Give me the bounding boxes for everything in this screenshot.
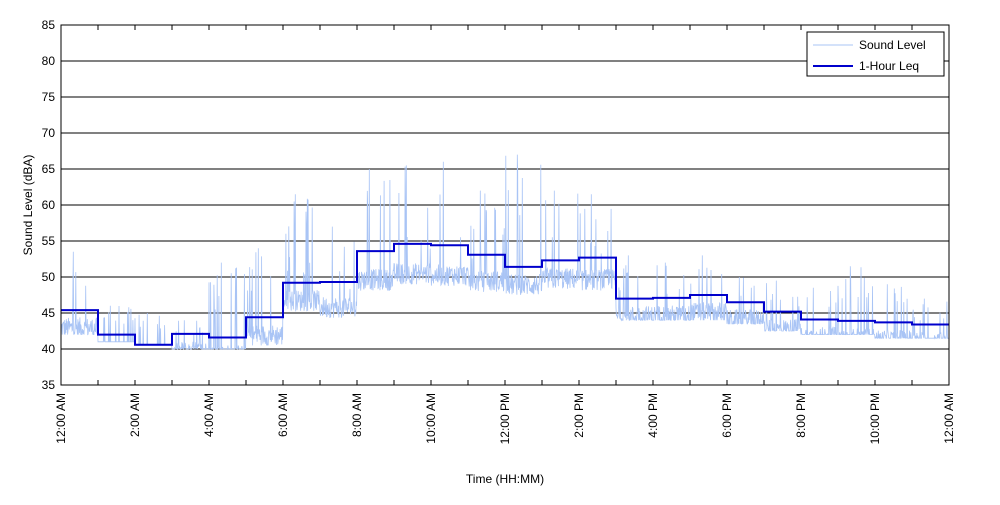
y-tick-label: 50 <box>42 270 56 284</box>
sound-level-line <box>60 154 949 350</box>
x-tick-label: 2:00 PM <box>572 393 586 438</box>
x-tick-label: 8:00 PM <box>794 393 808 438</box>
x-tick-label: 10:00 AM <box>424 393 438 444</box>
x-tick-label: 12:00 PM <box>498 393 512 444</box>
x-tick-label: 8:00 AM <box>350 393 364 437</box>
x-tick-label: 4:00 AM <box>202 393 216 437</box>
y-tick-labels: 35 40 45 50 55 60 65 70 75 80 85 <box>42 18 56 392</box>
x-tick-label: 12:00 AM <box>942 393 956 444</box>
y-tick-label: 75 <box>42 90 56 104</box>
sound-level-series <box>60 154 949 350</box>
y-tick-label: 45 <box>42 306 56 320</box>
y-tick-label: 80 <box>42 54 56 68</box>
legend-box <box>806 31 945 77</box>
x-tick-label: 6:00 PM <box>720 393 734 438</box>
y-tick-label: 65 <box>42 162 56 176</box>
x-tick-label: 4:00 PM <box>646 393 660 438</box>
y-tick-label: 60 <box>42 198 56 212</box>
y-tick-label: 85 <box>42 18 56 32</box>
y-tick-label: 55 <box>42 234 56 248</box>
legend: Sound Level 1-Hour Leq <box>806 31 945 77</box>
y-tick-label: 40 <box>42 342 56 356</box>
legend-label-sound-level: Sound Level <box>859 38 926 52</box>
y-axis-label: Sound Level (dBA) <box>21 155 35 256</box>
leq-series <box>61 242 949 346</box>
leq-step-line <box>61 242 949 346</box>
axis-ticks <box>60 25 950 385</box>
x-tick-labels: 12:00 AM 2:00 AM 4:00 AM 6:00 AM 8:00 AM 10:0… <box>54 393 956 444</box>
x-tick-label: 12:00 AM <box>54 393 68 444</box>
gridlines <box>61 60 949 350</box>
x-axis-label: Time (HH:MM) <box>466 472 544 486</box>
x-tick-label: 6:00 AM <box>276 393 290 437</box>
y-tick-label: 35 <box>42 378 56 392</box>
y-tick-label: 70 <box>42 126 56 140</box>
x-tick-label: 2:00 AM <box>128 393 142 437</box>
x-tick-label: 10:00 PM <box>868 393 882 444</box>
legend-label-leq: 1-Hour Leq <box>859 59 919 73</box>
